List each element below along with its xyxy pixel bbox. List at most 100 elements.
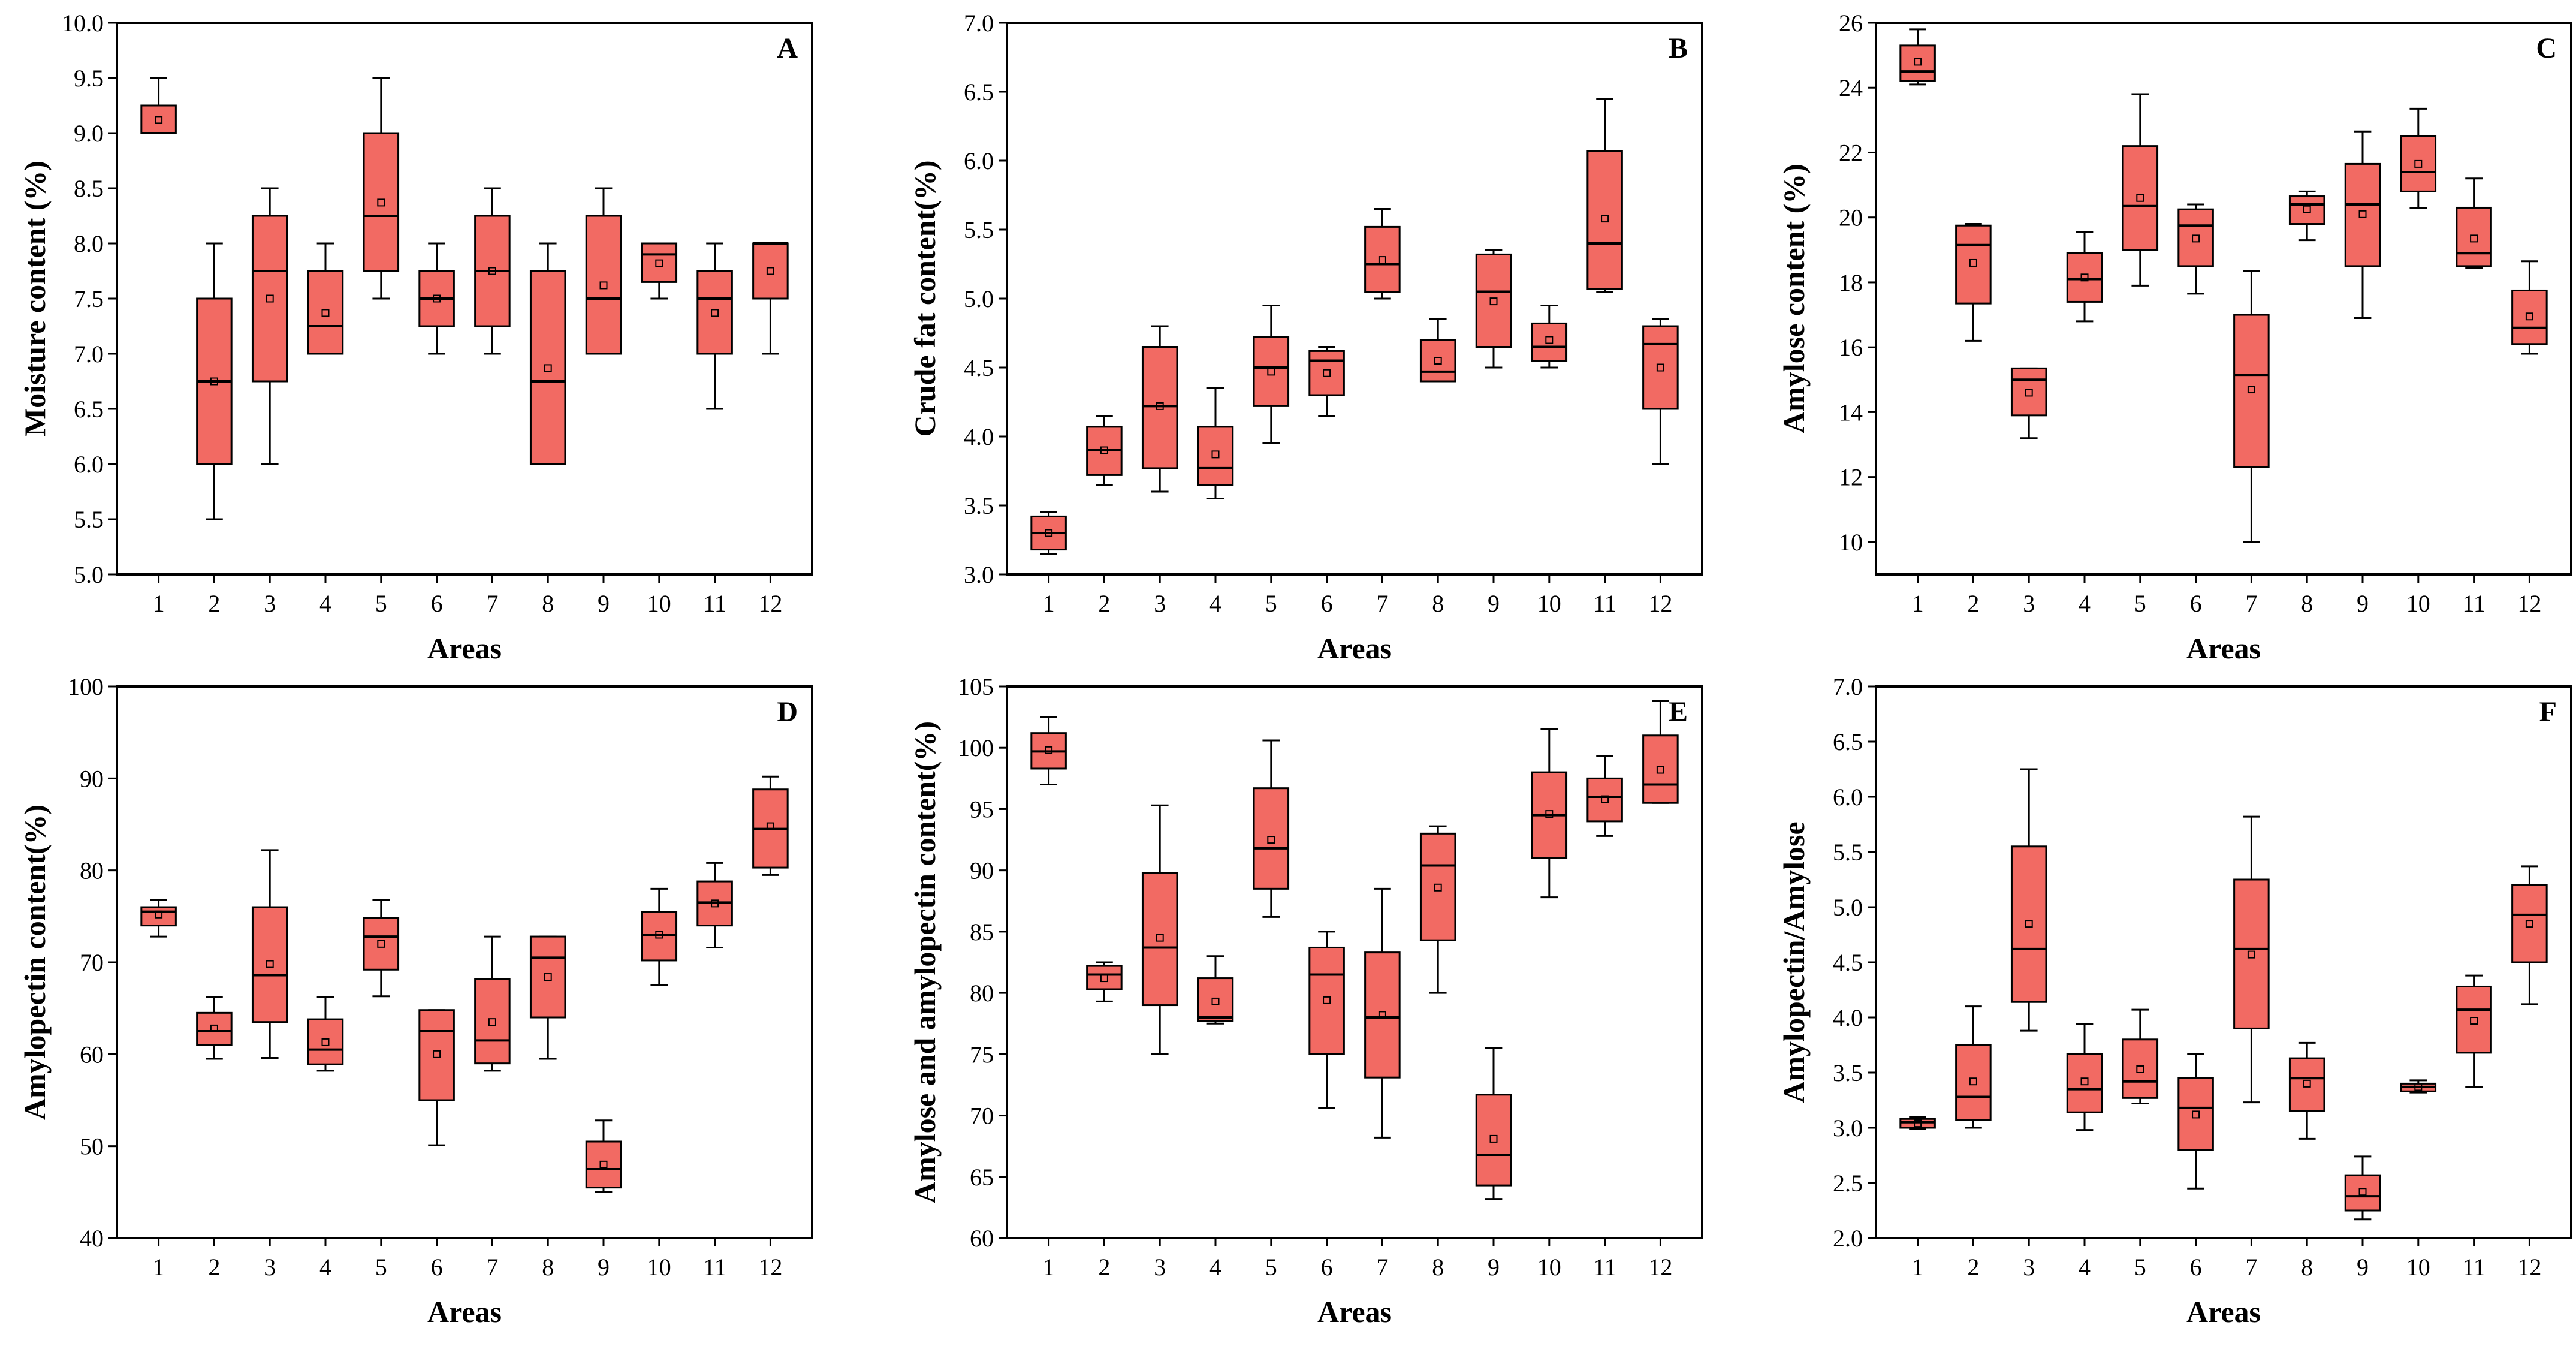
x-tick-label: 7 bbox=[1376, 590, 1388, 617]
mean-marker bbox=[2303, 1079, 2311, 1088]
box-iqr bbox=[1642, 734, 1679, 804]
box-iqr bbox=[2344, 162, 2381, 267]
y-tick-label: 2.5 bbox=[1833, 1170, 1863, 1197]
y-tick-label: 12 bbox=[1839, 464, 1863, 491]
panel-letter: B bbox=[1669, 32, 1688, 64]
panel-letter: A bbox=[777, 32, 798, 64]
mean-marker bbox=[2303, 205, 2311, 213]
x-tick-label: 1 bbox=[153, 1254, 165, 1281]
y-tick-label: 7.5 bbox=[74, 285, 104, 312]
mean-marker bbox=[377, 940, 385, 948]
y-tick-label: 5.5 bbox=[74, 506, 104, 533]
x-tick-label: 12 bbox=[758, 590, 782, 617]
y-tick-label: 90 bbox=[80, 765, 104, 792]
y-tick-label: 24 bbox=[1839, 74, 1863, 101]
panel-letter: C bbox=[2536, 32, 2557, 64]
box-iqr bbox=[752, 242, 789, 300]
box-iqr bbox=[1308, 946, 1345, 1055]
x-axis-title: Areas bbox=[1317, 1295, 1392, 1329]
mean-marker bbox=[2080, 1077, 2089, 1086]
x-axis-title: Areas bbox=[427, 1295, 502, 1329]
box-area-7 bbox=[474, 935, 511, 1072]
y-tick-label: 75 bbox=[970, 1041, 994, 1068]
box-iqr bbox=[2233, 878, 2270, 1029]
y-tick-label: 6.0 bbox=[1833, 784, 1863, 811]
x-axis-title: Areas bbox=[427, 631, 502, 665]
x-tick-label: 6 bbox=[431, 1254, 443, 1281]
box-iqr bbox=[529, 935, 566, 1019]
y-tick-label: 26 bbox=[1839, 10, 1863, 37]
box-iqr bbox=[1364, 225, 1401, 293]
box-area-1 bbox=[140, 899, 177, 938]
x-axis-title: Areas bbox=[1317, 631, 1392, 665]
plot-frame bbox=[1875, 22, 2572, 576]
mean-marker bbox=[711, 309, 719, 317]
y-tick-label: 5.0 bbox=[1833, 894, 1863, 921]
mean-marker bbox=[2470, 1017, 2478, 1025]
x-tick-label: 6 bbox=[2190, 1254, 2202, 1281]
panel-A: 5.05.56.06.57.07.58.08.59.09.510.01 2 3 4 5 6… bbox=[18, 10, 813, 665]
x-tick-label: 5 bbox=[2134, 1254, 2146, 1281]
box-area-12 bbox=[1642, 318, 1679, 465]
box-area-4 bbox=[1197, 387, 1234, 499]
x-tick-label: 4 bbox=[1209, 1254, 1221, 1281]
mean-marker bbox=[1267, 368, 1275, 376]
y-tick-label: 40 bbox=[80, 1225, 104, 1252]
box-area-11 bbox=[1586, 755, 1623, 837]
box-iqr bbox=[1586, 777, 1623, 823]
mean-marker bbox=[1434, 357, 1442, 365]
box-iqr bbox=[2511, 884, 2548, 963]
box-area-5 bbox=[1253, 739, 1290, 918]
x-tick-label: 9 bbox=[598, 590, 610, 617]
box-iqr bbox=[1955, 224, 1992, 305]
box-iqr bbox=[1955, 1044, 1992, 1121]
box-area-4 bbox=[1197, 955, 1234, 1025]
mean-marker bbox=[766, 822, 774, 830]
box-iqr bbox=[1364, 951, 1401, 1079]
plot-frame bbox=[1875, 685, 2572, 1239]
mean-marker bbox=[1100, 446, 1108, 454]
y-tick-label: 3.5 bbox=[964, 492, 994, 519]
box-area-10 bbox=[641, 242, 678, 300]
box-area-12 bbox=[752, 242, 789, 355]
x-tick-label: 2 bbox=[1967, 590, 1979, 617]
x-tick-label: 9 bbox=[1488, 590, 1500, 617]
mean-marker bbox=[2025, 389, 2033, 397]
box-area-8 bbox=[529, 935, 566, 1060]
mean-marker bbox=[766, 267, 774, 275]
box-iqr bbox=[251, 215, 288, 383]
y-tick-label: 6.0 bbox=[74, 451, 104, 478]
mean-marker bbox=[655, 931, 663, 939]
panel-letter: F bbox=[2539, 696, 2557, 728]
box-area-6 bbox=[1308, 346, 1345, 417]
box-iqr bbox=[1419, 339, 1456, 383]
mean-marker bbox=[2358, 1188, 2367, 1196]
box-iqr bbox=[363, 132, 400, 272]
box-iqr bbox=[2233, 314, 2270, 468]
y-tick-label: 7.0 bbox=[1833, 673, 1863, 700]
plot-frame bbox=[1006, 22, 1703, 576]
box-iqr bbox=[307, 1018, 344, 1065]
box-area-7 bbox=[1364, 208, 1401, 300]
y-axis-title: Moisture content (%) bbox=[18, 161, 52, 436]
box-area-2 bbox=[1955, 1005, 1992, 1129]
box-iqr bbox=[2010, 367, 2047, 417]
y-tick-label: 10.0 bbox=[62, 10, 104, 37]
box-area-3 bbox=[251, 187, 288, 465]
box-iqr bbox=[140, 104, 177, 134]
x-tick-label: 7 bbox=[1376, 1254, 1388, 1281]
box-iqr bbox=[696, 270, 733, 355]
y-tick-label: 6.0 bbox=[964, 147, 994, 174]
y-tick-label: 4.0 bbox=[1833, 1004, 1863, 1031]
box-iqr bbox=[2456, 206, 2492, 267]
mean-marker bbox=[1267, 836, 1275, 844]
mean-marker bbox=[1656, 363, 1664, 372]
mean-marker bbox=[2414, 159, 2423, 168]
box-area-7 bbox=[474, 187, 511, 355]
x-tick-label: 11 bbox=[2462, 590, 2485, 617]
box-area-1 bbox=[1030, 511, 1067, 555]
box-area-5 bbox=[1253, 305, 1290, 444]
box-area-9 bbox=[1475, 1047, 1512, 1200]
box-iqr bbox=[140, 906, 177, 927]
